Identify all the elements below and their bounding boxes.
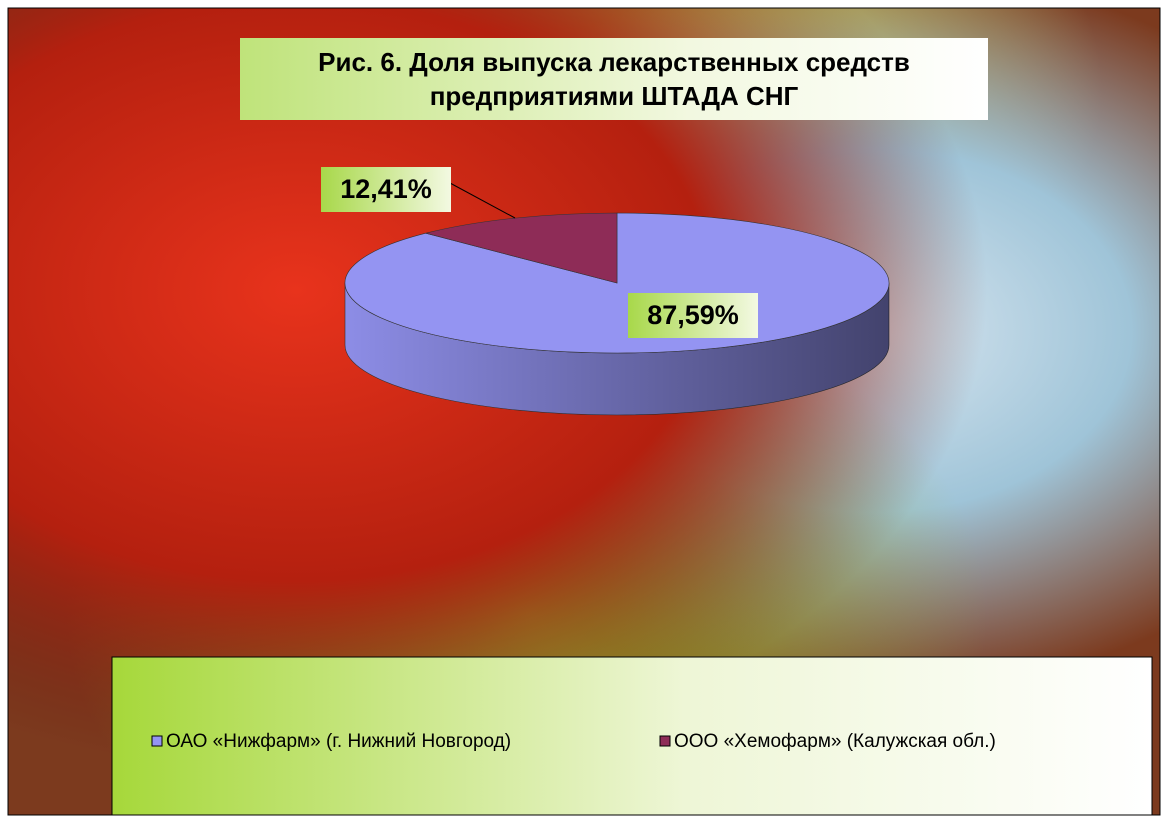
legend-swatch: [151, 735, 163, 747]
data-label-box: [628, 293, 758, 338]
slice: [425, 212, 618, 284]
data-label: 12,41%: [340, 174, 432, 204]
legend-label: ООО «Хемофарм» (Калужская обл.): [674, 731, 996, 752]
pie: [344, 212, 890, 416]
leader-line: [449, 182, 516, 219]
chart-title: Рис. 6. Доля выпуска лекарственных средс…: [240, 38, 988, 120]
data-label: 87,59%: [647, 300, 739, 330]
legend-swatch: [659, 735, 671, 747]
legend: ОАО «Нижфарм» (г. Нижний Новгород) ООО «Х…: [151, 731, 996, 752]
slice-side-shade: [345, 283, 889, 415]
data-labels: 87,59% 12,41%: [321, 167, 758, 338]
legend-label: ОАО «Нижфарм» (г. Нижний Новгород): [166, 731, 511, 752]
legend-box: [111, 656, 1153, 816]
data-label-box: [321, 167, 451, 212]
